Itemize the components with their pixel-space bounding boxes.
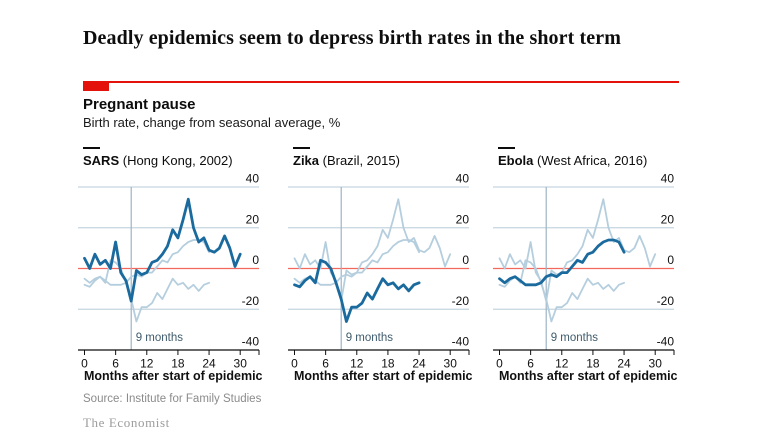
x-tick-label: 30 [234, 357, 248, 371]
panel-title-name: SARS [83, 153, 120, 168]
x-tick-label: 24 [412, 357, 426, 371]
x-tick-label: 12 [555, 357, 569, 371]
x-tick-label: 0 [81, 357, 88, 371]
x-axis-title: Months after start of epidemic [294, 369, 473, 383]
panel-plot: 9 months 0 6 12 18 24 30 40 20 0 -20 -40 [78, 173, 260, 371]
y-tick-label: -40 [657, 335, 675, 349]
panel-title-name: Ebola [498, 153, 534, 168]
y-tick-label: -40 [242, 335, 260, 349]
y-tick-label: 0 [667, 253, 674, 267]
y-tick-label: 40 [246, 173, 260, 186]
y-tick-label: 40 [661, 173, 675, 186]
x-tick-label: 6 [527, 357, 534, 371]
x-tick-label: 30 [444, 357, 458, 371]
publisher-brand: The Economist [83, 415, 170, 430]
panel-title: Ebola (West Africa, 2016) [498, 153, 647, 168]
chart-panel-sars: SARS (Hong Kong, 2002) 9 months 0 6 12 18 24 30… [78, 145, 263, 395]
x-tick-label: 24 [202, 357, 216, 371]
y-tick-label: -20 [657, 294, 675, 308]
series-line-sars [83, 197, 242, 303]
y-tick-label: -20 [242, 294, 260, 308]
y-tick-label: -40 [452, 335, 470, 349]
y-tick-label: 20 [456, 212, 470, 226]
panel-title-overline [498, 147, 515, 149]
chart-title: Pregnant pause [83, 96, 196, 113]
panel-plot: 9 months 0 6 12 18 24 30 40 20 0 -20 -40 [493, 173, 675, 371]
series-line-zika-muted [498, 259, 626, 323]
chart-subtitle: Birth rate, change from seasonal average… [83, 115, 341, 130]
y-tick-label: 0 [462, 253, 469, 267]
x-tick-label: 12 [140, 357, 154, 371]
chart-panels-container: SARS (Hong Kong, 2002) 9 months 0 6 12 18 24 30… [0, 145, 763, 395]
red-accent-tab [83, 81, 109, 91]
chart-panel-zika: Zika (Brazil, 2015) 9 months 0 6 12 18 24 30 40 2… [288, 145, 473, 395]
nine-month-marker-label: 9 months [551, 332, 599, 344]
x-tick-label: 18 [586, 357, 600, 371]
x-tick-label: 12 [350, 357, 364, 371]
x-tick-label: 18 [381, 357, 395, 371]
panel-title-note: (Brazil, 2015) [319, 153, 400, 168]
panel-plot: 9 months 0 6 12 18 24 30 40 20 0 -20 -40 [288, 173, 470, 371]
y-tick-label: -20 [452, 294, 470, 308]
panel-title: SARS (Hong Kong, 2002) [83, 153, 233, 168]
x-axis-title: Months after start of epidemic [499, 369, 678, 383]
y-tick-label: 0 [252, 253, 259, 267]
x-tick-label: 24 [617, 357, 631, 371]
panel-title-note: (West Africa, 2016) [533, 153, 648, 168]
panel-title-note: (Hong Kong, 2002) [119, 153, 233, 168]
x-tick-label: 0 [291, 357, 298, 371]
nine-month-marker-label: 9 months [136, 332, 184, 344]
x-tick-label: 6 [112, 357, 119, 371]
panel-title-overline [83, 147, 100, 149]
x-tick-label: 30 [649, 357, 663, 371]
y-tick-label: 20 [661, 212, 675, 226]
red-divider-rule [83, 81, 679, 83]
page-title: Deadly epidemics seem to depress birth r… [83, 27, 621, 49]
series-line-ebola [498, 238, 626, 287]
panel-title-name: Zika [293, 153, 320, 168]
series-line-sars-muted [498, 198, 657, 303]
x-axis-title: Months after start of epidemic [84, 369, 263, 383]
nine-month-marker-label: 9 months [346, 332, 394, 344]
source-note: Source: Institute for Family Studies [83, 393, 262, 405]
series-line-zika [293, 258, 421, 323]
y-tick-label: 40 [456, 173, 470, 186]
panel-title-overline [293, 147, 310, 149]
x-tick-label: 18 [171, 357, 185, 371]
series-line-zika-muted [83, 259, 211, 323]
series-line-sars-muted [293, 198, 452, 303]
chart-panel-ebola: Ebola (West Africa, 2016) 9 months 0 6 12 18 2… [493, 145, 678, 395]
x-tick-label: 0 [496, 357, 503, 371]
y-tick-label: 20 [246, 212, 260, 226]
panel-title: Zika (Brazil, 2015) [293, 153, 400, 168]
x-tick-label: 6 [322, 357, 329, 371]
